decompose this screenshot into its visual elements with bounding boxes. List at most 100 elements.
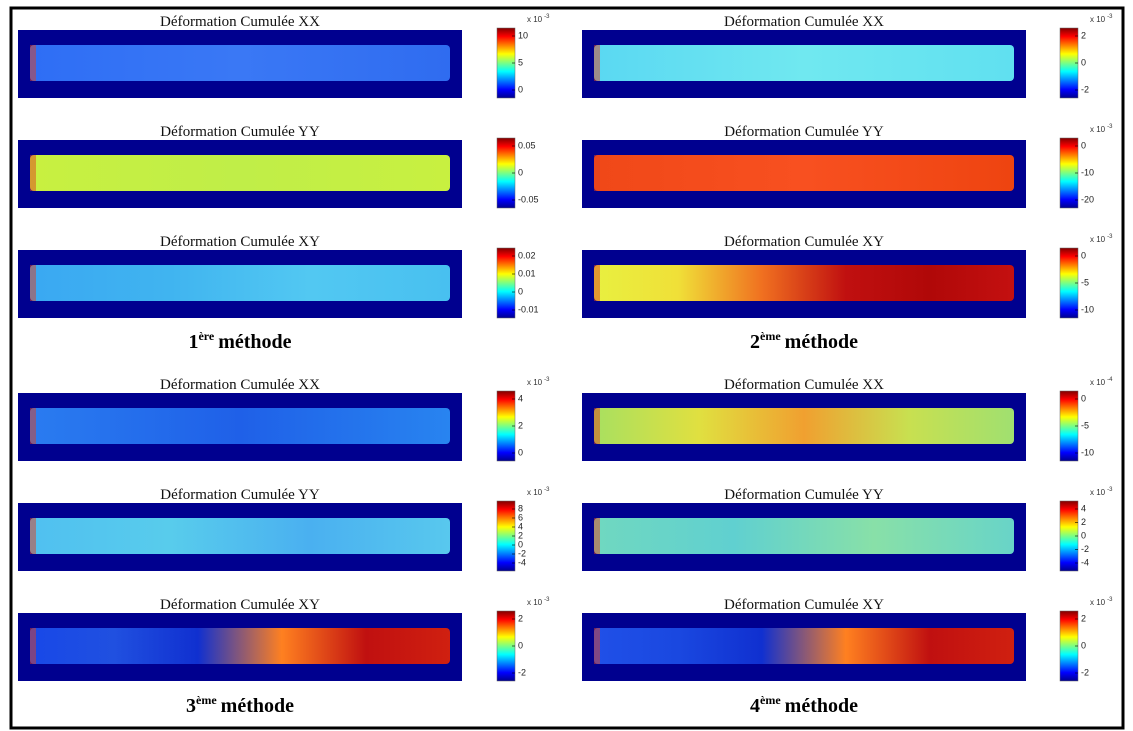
scale-exponent: -3 bbox=[544, 487, 550, 493]
colorbar-scale: x 10 -4 bbox=[1090, 377, 1113, 387]
heatmap-edge bbox=[594, 265, 600, 301]
method-sup: ème bbox=[760, 329, 781, 343]
heatmap bbox=[30, 155, 450, 191]
heatmap bbox=[30, 265, 450, 301]
colorbar-tick-label: 0 bbox=[1081, 140, 1086, 150]
heatmap-edge bbox=[30, 45, 36, 81]
scale-base: x 10 bbox=[1090, 15, 1106, 24]
colorbar-tick-label: 0 bbox=[1081, 530, 1086, 540]
panel-title: Déformation Cumulée YY bbox=[160, 487, 320, 503]
scale-exponent: -3 bbox=[1107, 14, 1113, 20]
method-label: 2ème méthode bbox=[750, 329, 858, 353]
colorbar-tick-label: 0 bbox=[1081, 57, 1086, 67]
panel-title: Déformation Cumulée XX bbox=[160, 377, 320, 393]
colorbar-tick-label: -2 bbox=[518, 548, 526, 558]
colorbar-tick-label: -10 bbox=[1081, 167, 1094, 177]
heatmap-edge bbox=[30, 265, 36, 301]
method-number: 2 bbox=[750, 331, 760, 353]
colorbar-tick-label: 0 bbox=[518, 286, 523, 296]
colorbar-tick-label: 2 bbox=[1081, 613, 1086, 623]
method-label: 3ème méthode bbox=[186, 693, 294, 717]
heatmap bbox=[594, 518, 1014, 554]
panel-title: Déformation Cumulée XY bbox=[160, 597, 320, 613]
heatmap bbox=[594, 45, 1014, 81]
panel-title: Déformation Cumulée XX bbox=[160, 14, 320, 30]
heatmap bbox=[30, 45, 450, 81]
colorbar-scale: x 10 -3 bbox=[1090, 597, 1113, 607]
colorbar-tick-label: 0 bbox=[1081, 250, 1086, 260]
method-sup: ème bbox=[760, 693, 781, 707]
colorbar-tick-label: 0 bbox=[1081, 640, 1086, 650]
colorbar-tick-label: 8 bbox=[518, 503, 523, 513]
scale-base: x 10 bbox=[527, 378, 543, 387]
scale-base: x 10 bbox=[1090, 598, 1106, 607]
scale-exponent: -3 bbox=[1107, 234, 1113, 240]
panel-title: Déformation Cumulée XX bbox=[724, 14, 884, 30]
colorbar-scale: x 10 -3 bbox=[527, 377, 550, 387]
method-name: méthode bbox=[785, 695, 858, 717]
heatmap-edge bbox=[594, 628, 600, 664]
colorbar-tick-label: -10 bbox=[1081, 304, 1094, 314]
method-sup: ème bbox=[196, 693, 217, 707]
colorbar-tick-label: -2 bbox=[518, 667, 526, 677]
colorbar-tick-label: 0.01 bbox=[518, 268, 536, 278]
heatmap-edge bbox=[30, 518, 36, 554]
panel-title: Déformation Cumulée XY bbox=[160, 234, 320, 250]
colorbar-tick-label: -5 bbox=[1081, 420, 1089, 430]
heatmap bbox=[594, 265, 1014, 301]
scale-exponent: -3 bbox=[544, 377, 550, 383]
method-name: méthode bbox=[785, 331, 858, 353]
colorbar-tick-label: 0.02 bbox=[518, 250, 536, 260]
colorbar-tick-label: -4 bbox=[1081, 557, 1089, 567]
heatmap-edge bbox=[594, 408, 600, 444]
heatmap bbox=[594, 628, 1014, 664]
colorbar-tick-label: 2 bbox=[518, 530, 523, 540]
heatmap-edge bbox=[594, 518, 600, 554]
colorbar-tick-label: -2 bbox=[1081, 544, 1089, 554]
colorbar-scale: x 10 -3 bbox=[527, 14, 550, 24]
colorbar-tick-label: 0 bbox=[518, 539, 523, 549]
heatmap bbox=[594, 155, 1014, 191]
heatmap-edge bbox=[30, 408, 36, 444]
scale-base: x 10 bbox=[1090, 378, 1106, 387]
colorbar-scale: x 10 -3 bbox=[527, 597, 550, 607]
heatmap-edge bbox=[30, 628, 36, 664]
heatmap bbox=[30, 518, 450, 554]
method-number: 3 bbox=[186, 695, 196, 717]
colorbar-tick-label: 2 bbox=[1081, 517, 1086, 527]
colorbar-tick-label: 4 bbox=[518, 521, 523, 531]
scale-exponent: -3 bbox=[1107, 597, 1113, 603]
scale-exponent: -4 bbox=[1107, 377, 1113, 383]
method-number: 4 bbox=[750, 695, 760, 717]
method-number: 1 bbox=[188, 331, 198, 353]
colorbar-tick-label: 6 bbox=[518, 512, 523, 522]
frame bbox=[9, 6, 1125, 730]
colorbar-scale: x 10 -3 bbox=[1090, 124, 1113, 134]
panel-title: Déformation Cumulée XY bbox=[724, 597, 884, 613]
scale-base: x 10 bbox=[1090, 488, 1106, 497]
scale-base: x 10 bbox=[527, 15, 543, 24]
method-name: méthode bbox=[221, 695, 294, 717]
colorbar-tick-label: 0 bbox=[518, 84, 523, 94]
colorbar-tick-label: -0.05 bbox=[518, 194, 539, 204]
colorbar-tick-label: 0 bbox=[518, 167, 523, 177]
colorbar-tick-label: 5 bbox=[518, 57, 523, 67]
colorbar-scale: x 10 -3 bbox=[527, 487, 550, 497]
heatmap-edge bbox=[30, 155, 36, 191]
colorbar-tick-label: 0.05 bbox=[518, 140, 536, 150]
colorbar-tick-label: -10 bbox=[1081, 447, 1094, 457]
colorbar-tick-label: 2 bbox=[518, 420, 523, 430]
heatmap bbox=[594, 408, 1014, 444]
colorbar-tick-label: 4 bbox=[518, 393, 523, 403]
scale-exponent: -3 bbox=[1107, 124, 1113, 130]
colorbar-scale: x 10 -3 bbox=[1090, 14, 1113, 24]
panel-title: Déformation Cumulée XY bbox=[724, 234, 884, 250]
panel-title: Déformation Cumulée YY bbox=[724, 124, 884, 140]
scale-exponent: -3 bbox=[544, 597, 550, 603]
colorbar bbox=[496, 247, 516, 319]
heatmap-edge bbox=[594, 45, 600, 81]
method-sup: ère bbox=[198, 329, 214, 343]
scale-base: x 10 bbox=[1090, 125, 1106, 134]
colorbar-tick-label: 4 bbox=[1081, 503, 1086, 513]
